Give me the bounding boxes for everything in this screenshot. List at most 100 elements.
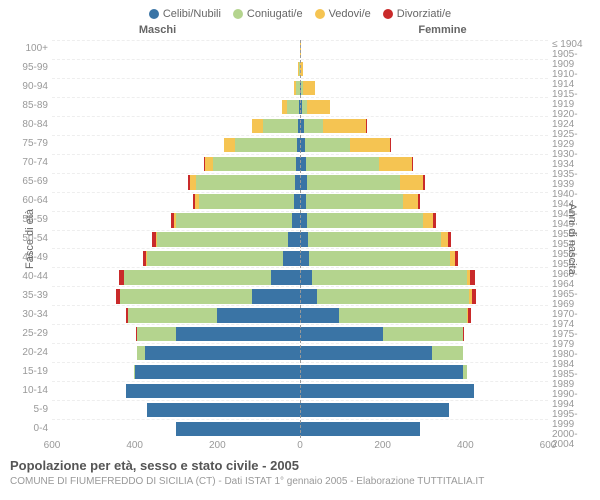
age-label: 15-19 [10, 362, 52, 381]
x-ticks: 6004002000200400600 [52, 440, 548, 454]
bar-segment [307, 175, 400, 189]
bar-segment [300, 403, 449, 417]
bar-segment [300, 346, 432, 360]
x-tick: 400 [126, 440, 143, 451]
x-tick: 0 [297, 440, 303, 451]
male-bar [52, 270, 300, 284]
bar-segment [312, 270, 467, 284]
male-bar [52, 100, 300, 114]
age-label: 0-4 [10, 419, 52, 438]
bar-segment [128, 308, 217, 322]
legend-item: Divorziati/e [383, 8, 451, 20]
age-label: 20-24 [10, 343, 52, 362]
bar-segment [383, 327, 464, 341]
bar-segment [448, 232, 451, 246]
bar-segment [176, 327, 300, 341]
male-bar [52, 346, 300, 360]
bar-segment [147, 403, 300, 417]
bar-segment [252, 119, 262, 133]
bar-segment [176, 422, 300, 436]
age-label: 65-69 [10, 173, 52, 192]
bar-segment [307, 100, 330, 114]
age-label: 80-84 [10, 116, 52, 135]
bar-segment [292, 213, 300, 227]
age-label: 30-34 [10, 305, 52, 324]
male-bar [52, 327, 300, 341]
female-bar [300, 175, 548, 189]
age-label: 25-29 [10, 324, 52, 343]
bar-segment [339, 308, 467, 322]
birth-label: 1975-1979 [548, 330, 590, 350]
bar-segment [455, 251, 459, 265]
bar-segment [137, 346, 145, 360]
center-line [300, 40, 301, 438]
birth-label: 1925-1929 [548, 130, 590, 150]
bar-segment [300, 213, 307, 227]
male-bar [52, 308, 300, 322]
age-label: 90-94 [10, 78, 52, 97]
birth-label: 1910-1914 [548, 70, 590, 90]
age-label: 95-99 [10, 59, 52, 78]
male-bar [52, 213, 300, 227]
gender-headers: Maschi Femmine [10, 24, 590, 40]
legend-swatch [383, 9, 393, 19]
bar-segment [403, 194, 417, 208]
female-bar [300, 422, 548, 436]
male-bar [52, 194, 300, 208]
birth-label: 1980-1984 [548, 350, 590, 370]
y-axis-right-label: Anni di nascita [566, 203, 578, 275]
bar-segment [308, 232, 440, 246]
bar-segment [217, 308, 300, 322]
male-bar [52, 232, 300, 246]
bar-segment [300, 270, 312, 284]
bar-segment [263, 119, 298, 133]
bar-segment [300, 327, 383, 341]
bar-segment [400, 175, 423, 189]
female-bar [300, 138, 548, 152]
female-bar [300, 384, 548, 398]
chart-title: Popolazione per età, sesso e stato civil… [10, 458, 590, 475]
legend-item: Coniugati/e [233, 8, 303, 20]
birth-label: 1985-1989 [548, 370, 590, 390]
female-bar [300, 365, 548, 379]
age-label: 70-74 [10, 154, 52, 173]
male-bar [52, 289, 300, 303]
legend-swatch [233, 9, 243, 19]
birth-label: 1970-1974 [548, 310, 590, 330]
bar-segment [300, 175, 307, 189]
female-bar [300, 194, 548, 208]
age-label: 5-9 [10, 400, 52, 419]
female-bar [300, 232, 548, 246]
x-tick: 200 [209, 440, 226, 451]
birth-label: 1935-1939 [548, 170, 590, 190]
y-axis-left-label: Fasce di età [24, 209, 36, 269]
male-bar [52, 157, 300, 171]
bar-segment [306, 194, 403, 208]
bar-segment [317, 289, 470, 303]
x-tick: 600 [540, 440, 557, 451]
bar-segment [300, 308, 339, 322]
legend-swatch [149, 9, 159, 19]
male-bar [52, 81, 300, 95]
female-bar [300, 213, 548, 227]
legend-label: Vedovi/e [329, 8, 371, 20]
female-bar [300, 157, 548, 171]
birth-label: 1905-1909 [548, 50, 590, 70]
bar-segment [463, 327, 464, 341]
birth-label: 1990-1994 [548, 390, 590, 410]
male-bar [52, 384, 300, 398]
bar-segment [468, 308, 470, 322]
female-bar [300, 81, 548, 95]
female-bar [300, 43, 548, 57]
female-bar [300, 270, 548, 284]
bar-segment [137, 327, 176, 341]
male-bar [52, 138, 300, 152]
female-bar [300, 62, 548, 76]
bar-segment [300, 251, 309, 265]
bar-segment [300, 365, 463, 379]
age-label: 40-44 [10, 267, 52, 286]
bar-segment [252, 289, 300, 303]
bar-segment [235, 138, 297, 152]
birth-label: 1995-1999 [548, 410, 590, 430]
bar-segment [300, 232, 308, 246]
